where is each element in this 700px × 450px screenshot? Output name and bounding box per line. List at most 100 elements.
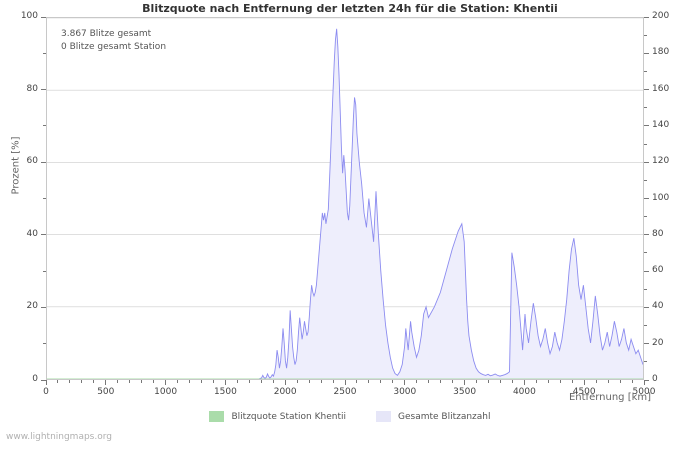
y-left-tick-label: 100 [20,11,38,21]
y-right-minor-tick [644,216,647,218]
x-minor-tick [547,380,549,383]
x-minor-tick [296,380,298,383]
x-minor-tick [129,380,131,383]
y-right-major-tick [644,125,649,127]
y-right-minor-tick [644,70,647,72]
x-major-tick [284,380,286,385]
y-left-minor-tick [43,52,46,54]
x-minor-tick [320,380,322,383]
x-tick-label: 5000 [632,387,656,397]
x-minor-tick [452,380,454,383]
x-minor-tick [177,380,179,383]
y-right-minor-tick [644,34,647,36]
x-tick-label: 4000 [512,387,536,397]
legend-label: Blitzquote Station Khentii [231,411,346,422]
y-left-minor-tick [43,125,46,127]
y-right-tick-label: 80 [652,228,664,239]
x-tick-label: 4500 [572,387,596,397]
y-right-minor-tick [644,107,647,109]
x-tick-label: 500 [97,387,115,397]
x-minor-tick [93,380,95,383]
y-right-tick-label: 100 [652,192,670,203]
y-right-tick-label: 140 [652,119,670,130]
y-left-major-tick [41,161,46,163]
source-watermark: www.lightningmaps.org [6,432,112,442]
legend-swatch-0 [209,411,225,422]
x-major-tick [105,380,107,385]
x-tick-label: 1000 [154,387,178,397]
station-strikes-label: 0 Blitze gesamt Station [61,42,167,52]
plot-canvas [47,18,643,379]
y-left-minor-tick [43,270,46,272]
y-left-tick-label: 20 [26,301,38,312]
y-right-minor-tick [644,288,647,290]
plot-area: 3.867 Blitze gesamt 0 Blitze gesamt Stat… [46,17,644,380]
legend-item[interactable]: Gesamte Blitzanzahl [376,411,491,422]
legend-item[interactable]: Blitzquote Station Khentii [209,411,346,422]
x-minor-tick [535,380,537,383]
y-right-major-tick [644,306,649,308]
x-minor-tick [476,380,478,383]
y-right-major-tick [644,161,649,163]
y-left-minor-tick [43,343,46,345]
x-tick-label: 2000 [273,387,297,397]
legend-label: Gesamte Blitzanzahl [398,411,491,422]
y-axis-left-title: Prozent [%] [10,136,22,195]
x-minor-tick [81,380,83,383]
x-minor-tick [153,380,155,383]
y-left-tick-label: 80 [26,83,38,94]
x-minor-tick [260,380,262,383]
y-left-major-tick [41,89,46,91]
x-minor-tick [248,380,250,383]
x-minor-tick [356,380,358,383]
x-major-tick [45,380,47,385]
y-right-major-tick [644,52,649,54]
x-minor-tick [332,380,334,383]
y-right-tick-label: 160 [652,83,670,94]
totals-annotation: 3.867 Blitze gesamt 0 Blitze gesamt Stat… [61,28,166,54]
y-right-tick-label: 20 [652,337,664,348]
y-right-major-tick [644,270,649,272]
x-minor-tick [141,380,143,383]
y-right-tick-label: 200 [652,11,670,21]
x-minor-tick [499,380,501,383]
x-major-tick [464,380,466,385]
series-gesamte-blitzanzahl-fill [47,28,643,379]
y-right-tick-label: 180 [652,47,670,58]
x-tick-label: 0 [43,387,49,397]
x-minor-tick [380,380,382,383]
y-left-major-tick [41,379,46,381]
y-right-major-tick [644,234,649,236]
y-right-major-tick [644,89,649,91]
x-minor-tick [212,380,214,383]
x-major-tick [643,380,645,385]
page-title: Blitzquote nach Entfernung der letzten 2… [142,2,558,15]
y-left-minor-tick [43,198,46,199]
x-minor-tick [511,380,513,383]
x-major-tick [404,380,406,385]
y-right-tick-label: 40 [652,301,664,312]
x-minor-tick [368,380,370,383]
x-minor-tick [57,380,59,383]
y-right-minor-tick [644,179,647,181]
x-minor-tick [619,380,621,383]
y-right-minor-tick [644,361,647,363]
x-tick-label: 1500 [213,387,237,397]
y-left-major-tick [41,16,46,18]
series-gesamte-blitzanzahl-line [47,29,643,379]
y-right-minor-tick [644,252,647,254]
legend: Blitzquote Station Khentii Gesamte Blitza… [0,411,700,422]
x-major-tick [165,380,167,385]
x-tick-label: 2500 [333,387,357,397]
x-major-tick [583,380,585,385]
y-left-tick-label: 0 [32,374,38,384]
x-minor-tick [571,380,573,383]
x-minor-tick [272,380,274,383]
x-tick-label: 3500 [453,387,477,397]
y-right-major-tick [644,343,649,345]
x-major-tick [523,380,525,385]
x-major-tick [344,380,346,385]
x-minor-tick [631,380,633,383]
x-minor-tick [200,380,202,383]
